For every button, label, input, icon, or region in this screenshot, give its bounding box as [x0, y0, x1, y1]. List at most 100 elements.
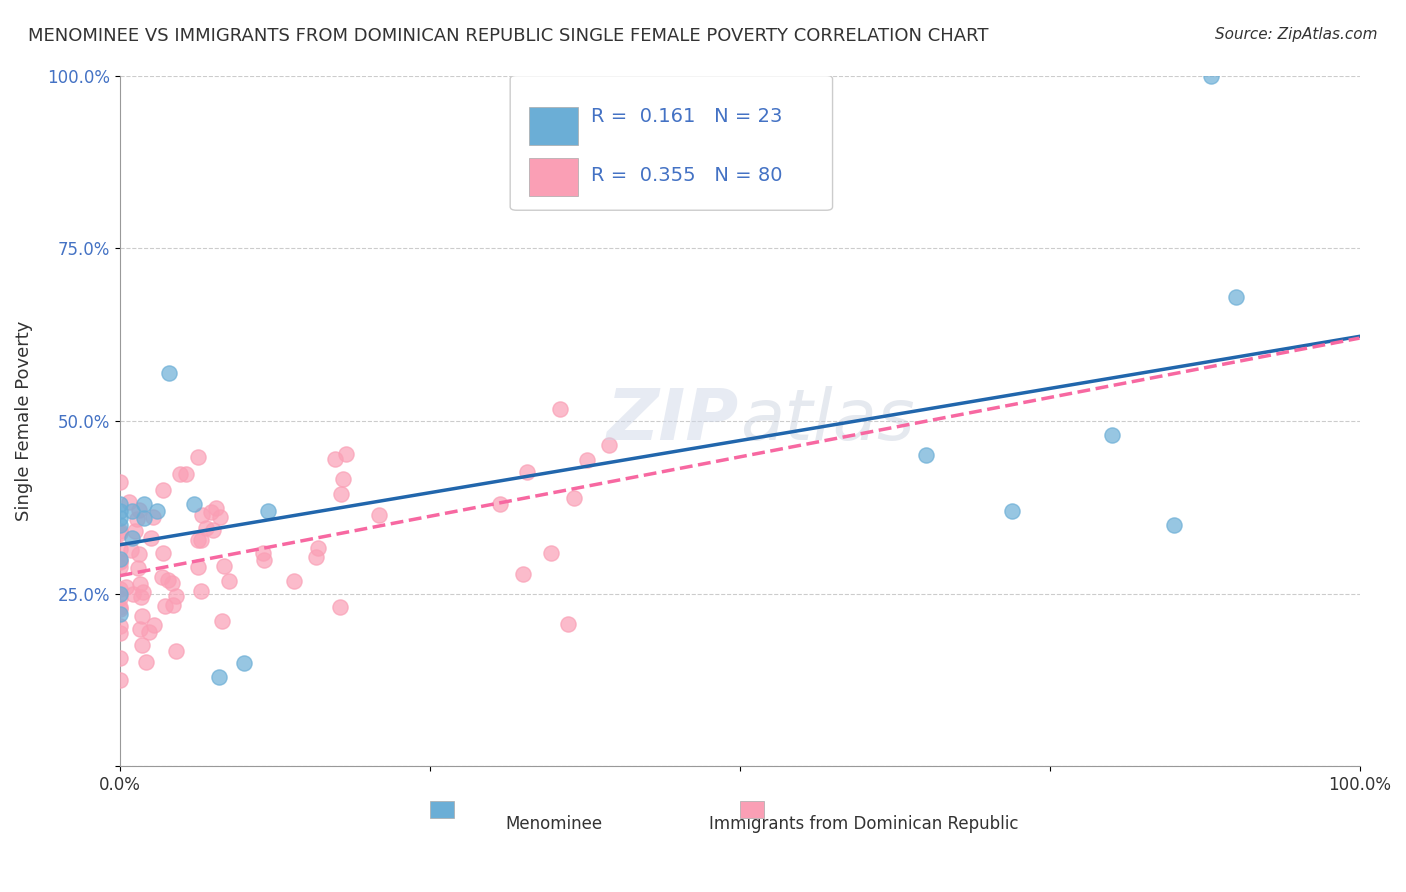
Point [108, 582, 131, 597]
Point [142, 617, 165, 632]
Point [208, 669, 231, 683]
Point [108, 651, 131, 665]
Point [108, 497, 131, 511]
Point [323, 451, 346, 466]
Point [157, 366, 180, 380]
Point [562, 491, 585, 506]
Point [138, 625, 160, 640]
Point [162, 598, 184, 612]
Point [576, 453, 599, 467]
Point [162, 575, 184, 590]
Point [283, 574, 305, 588]
Bar [529, 107, 578, 145]
Point [118, 495, 141, 509]
Point [187, 533, 209, 548]
Text: R =  0.161   N = 23: R = 0.161 N = 23 [591, 107, 782, 127]
Point [131, 638, 153, 652]
Point [187, 450, 209, 465]
Point [202, 523, 225, 537]
Point [191, 508, 214, 523]
Point [152, 546, 174, 560]
Point [128, 547, 150, 561]
Text: R =  0.355   N = 80: R = 0.355 N = 80 [591, 166, 782, 186]
Point [257, 504, 280, 518]
Point [108, 552, 131, 566]
Point [190, 533, 212, 547]
Point [121, 532, 143, 546]
Point [115, 580, 138, 594]
Point [121, 587, 143, 601]
Point [108, 673, 131, 688]
Point [146, 504, 169, 518]
Point [512, 566, 534, 581]
Point [1163, 517, 1185, 532]
Point [169, 467, 191, 481]
Point [120, 543, 142, 558]
Point [139, 532, 162, 546]
Point [914, 449, 936, 463]
Point [540, 546, 562, 560]
Point [150, 570, 173, 584]
Point [368, 508, 391, 522]
Point [1225, 289, 1247, 303]
Point [108, 524, 131, 539]
Point [232, 656, 254, 670]
Point [329, 599, 352, 614]
Point [108, 525, 131, 540]
Point [108, 475, 131, 490]
Point [128, 503, 150, 517]
Point [211, 614, 233, 628]
Point [131, 585, 153, 599]
Point [108, 586, 131, 600]
Point [174, 467, 197, 481]
Point [190, 584, 212, 599]
Point [108, 600, 131, 615]
Point [218, 574, 240, 589]
Point [516, 465, 538, 479]
Y-axis label: Single Female Poverty: Single Female Poverty [15, 321, 32, 521]
Bar [529, 159, 578, 196]
Text: atlas: atlas [740, 386, 914, 456]
Bar [740, 801, 765, 818]
Point [156, 574, 179, 588]
Text: ZIP: ZIP [607, 386, 740, 456]
Point [108, 626, 131, 640]
Point [108, 542, 131, 557]
Point [108, 607, 131, 622]
Point [108, 602, 131, 616]
Point [1101, 427, 1123, 442]
Point [135, 655, 157, 669]
Text: Menominee: Menominee [505, 814, 602, 832]
Point [127, 561, 149, 575]
Point [131, 608, 153, 623]
Point [209, 510, 232, 524]
Point [330, 487, 353, 501]
Point [195, 521, 218, 535]
Point [108, 618, 131, 632]
Point [332, 472, 354, 486]
Text: Immigrants from Dominican Republic: Immigrants from Dominican Republic [709, 814, 1018, 832]
Text: MENOMINEE VS IMMIGRANTS FROM DOMINICAN REPUBLIC SINGLE FEMALE POVERTY CORRELATIO: MENOMINEE VS IMMIGRANTS FROM DOMINICAN R… [28, 27, 988, 45]
Point [183, 497, 205, 511]
Point [121, 504, 143, 518]
Point [108, 591, 131, 606]
Point [307, 541, 329, 555]
Point [129, 591, 152, 605]
Point [134, 497, 156, 511]
Bar [430, 801, 454, 818]
Point [548, 402, 571, 417]
Point [108, 559, 131, 574]
Point [488, 497, 510, 511]
Point [165, 644, 187, 658]
Point [129, 622, 152, 636]
Point [108, 504, 131, 518]
Point [134, 510, 156, 524]
Point [598, 438, 620, 452]
FancyBboxPatch shape [510, 76, 832, 211]
Text: Source: ZipAtlas.com: Source: ZipAtlas.com [1215, 27, 1378, 42]
Point [252, 546, 274, 560]
Point [125, 511, 148, 525]
Point [212, 559, 235, 574]
Point [108, 517, 131, 532]
Point [108, 554, 131, 568]
